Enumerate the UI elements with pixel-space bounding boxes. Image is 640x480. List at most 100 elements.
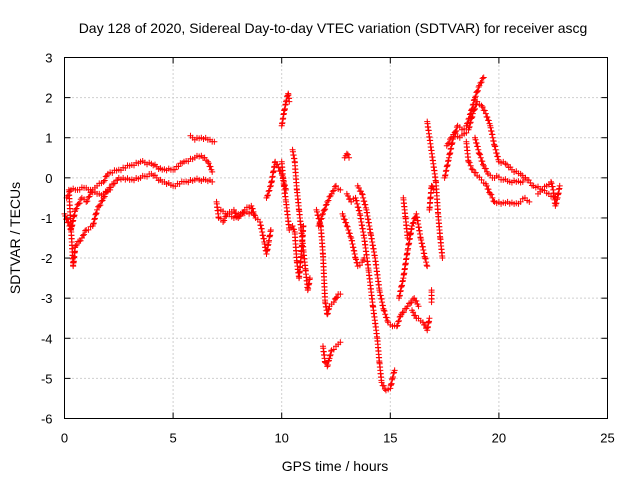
data-point-trace-y <box>492 143 499 150</box>
data-point-trace-a <box>100 178 107 185</box>
data-point-trace-p <box>347 196 354 203</box>
chart-title: Day 128 of 2020, Sidereal Day-to-day VTE… <box>79 20 588 36</box>
data-point-trace-k <box>325 306 332 313</box>
data-point-trace-z <box>478 176 485 183</box>
data-point-trace-z <box>467 162 474 169</box>
data-point-trace-b <box>78 235 85 241</box>
data-point-trace-aa <box>477 151 484 158</box>
data-point-trace-y <box>469 113 476 120</box>
x-tick-labels: 0 5 10 15 20 25 <box>61 431 615 446</box>
data-point-trace-y <box>494 153 501 160</box>
data-point-trace-q <box>396 314 403 321</box>
data-point-trace-a <box>207 163 214 170</box>
data-point-trace-z <box>483 182 490 189</box>
y-tick-label: -1 <box>41 211 53 226</box>
data-point-trace-aa <box>477 154 484 161</box>
data-point-trace-q <box>359 191 366 198</box>
data-point-trace-a <box>84 198 91 205</box>
data-point-trace-c <box>65 192 72 199</box>
data-point-trace-r <box>423 259 430 266</box>
data-point-trace-n <box>340 212 347 219</box>
data-point-trace-g <box>281 182 288 189</box>
data-point-trace-l <box>337 339 344 346</box>
data-point-trace-k <box>333 295 339 302</box>
data-point-trace-m <box>325 197 332 204</box>
data-point-trace-q <box>362 201 369 208</box>
data-point-trace-r <box>409 222 416 229</box>
data-point-trace-r <box>423 262 430 269</box>
data-point-trace-k <box>325 305 332 312</box>
data-point-trace-g <box>264 192 271 199</box>
data-point-trace-g <box>267 183 274 190</box>
data-point-trace-c <box>107 186 114 193</box>
data-point-trace-q <box>400 309 407 316</box>
plot-frame <box>64 57 608 419</box>
axis-ticks <box>64 57 608 419</box>
data-point-trace-a <box>205 160 212 167</box>
data-point-trace-l <box>322 359 329 366</box>
data-point-trace-l <box>327 351 334 358</box>
y-tick-label: -6 <box>41 412 53 427</box>
data-point-trace-m <box>331 183 338 190</box>
data-point-trace-n <box>347 233 354 240</box>
data-point-trace-a <box>75 200 82 207</box>
data-point-trace-k <box>334 294 341 301</box>
data-point-trace-y <box>472 105 479 112</box>
y-tick-label: 1 <box>45 131 52 146</box>
data-point-trace-f <box>233 214 240 221</box>
data-point-trace-k <box>313 208 320 215</box>
data-point-trace-a <box>76 200 83 207</box>
data-point-trace-a <box>175 163 182 170</box>
data-point-trace-r <box>424 263 431 270</box>
data-point-trace-a <box>209 168 216 175</box>
data-point-trace-i <box>291 226 298 233</box>
x-tick-label: 10 <box>274 431 288 446</box>
data-point-trace-a <box>62 212 69 219</box>
data-point-trace-a <box>101 177 108 184</box>
data-point-trace-p <box>378 379 385 386</box>
data-point-trace-o <box>343 150 350 157</box>
y-tick-label: -3 <box>41 291 53 306</box>
data-point-trace-q <box>393 323 400 330</box>
data-point-trace-x <box>478 79 485 86</box>
data-point-trace-p <box>390 370 397 377</box>
data-point-trace-g <box>266 187 273 194</box>
y-tick-label: -2 <box>41 251 53 266</box>
data-point-trace-l <box>330 346 337 353</box>
data-point-trace-q <box>382 311 389 318</box>
data-point-trace-b <box>73 242 80 249</box>
data-point-trace-p <box>355 204 362 211</box>
data-point-trace-y <box>448 134 455 141</box>
data-point-trace-p <box>352 194 359 201</box>
data-point-trace-q <box>395 318 402 325</box>
data-point-trace-m <box>321 206 328 213</box>
data-point-trace-b <box>85 226 92 233</box>
data-point-trace-n <box>343 222 350 229</box>
data-point-trace-u <box>429 183 436 190</box>
data-point-trace-q <box>380 307 387 314</box>
data-point-trace-a <box>86 193 93 200</box>
data-point-trace-m <box>322 202 329 209</box>
data-point-trace-o <box>346 154 353 161</box>
data-point-trace-ab <box>548 178 555 185</box>
data-point-trace-z <box>526 198 533 205</box>
data-point-trace-p <box>344 192 351 199</box>
data-point-trace-q <box>395 317 402 324</box>
data-point-trace-b <box>77 237 84 244</box>
data-point-trace-a <box>72 206 79 213</box>
data-point-trace-x <box>472 93 479 100</box>
data-point-trace-l <box>325 358 332 365</box>
data-point-trace-z <box>487 190 494 197</box>
data-point-trace-r <box>422 255 429 262</box>
data-point-trace-z <box>490 198 497 205</box>
data-point-trace-z <box>465 158 472 165</box>
data-point-trace-q <box>361 198 368 205</box>
data-point-trace-b <box>93 210 100 217</box>
data-point-trace-q <box>415 303 422 310</box>
data-point-trace-e <box>217 215 224 222</box>
data-point-trace-y <box>493 150 500 157</box>
data-point-trace-y <box>485 117 492 124</box>
data-point-trace-aa <box>519 178 526 185</box>
x-tick-label: 5 <box>169 431 176 446</box>
data-point-trace-k <box>324 311 331 318</box>
